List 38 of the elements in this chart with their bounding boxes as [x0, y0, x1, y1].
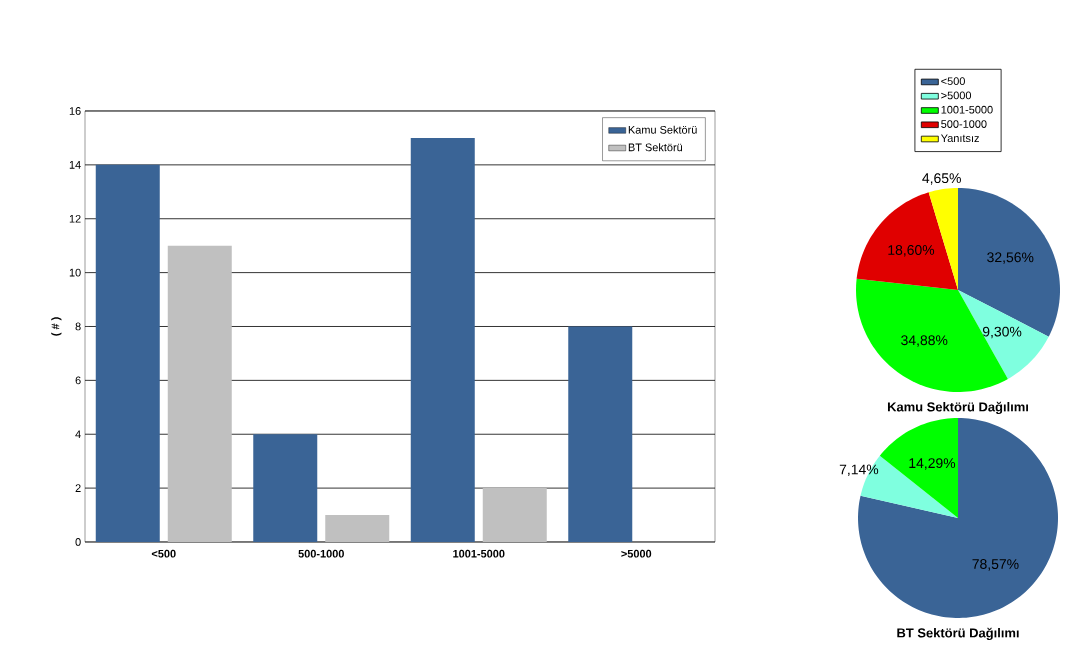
data-label: 18,60% [888, 245, 935, 257]
data-label: 7,14% [839, 464, 879, 476]
text: Kamu Sektörü Dağılımı [887, 401, 1028, 415]
legend-label: BT Sektörü [628, 143, 683, 152]
x-tick-label: 500-1000 [298, 549, 344, 558]
y-axis-title: ( # ) [51, 317, 62, 336]
bar [325, 515, 390, 542]
legend-label: 1001-5000 [941, 105, 993, 114]
y-tick-label: 0 [75, 538, 81, 546]
data-label: 32,56% [987, 252, 1034, 264]
legend-label: Yanıtsız [940, 134, 979, 143]
bar [568, 326, 633, 542]
data-label: 4,65% [922, 173, 961, 185]
legend-label: 500-1000 [941, 120, 987, 128]
x-tick-label: >5000 [621, 549, 652, 558]
legend-label: Kamu Sektörü [628, 125, 697, 134]
y-tick-label: 14 [69, 161, 81, 169]
y-tick-label: 8 [75, 322, 81, 331]
data-label: 34,88% [901, 335, 948, 347]
y-tick-label: 12 [69, 214, 81, 223]
bar [410, 137, 475, 542]
data-label: 78,57% [972, 559, 1019, 571]
y-tick-label: 16 [69, 107, 81, 115]
data-label: 9,30% [982, 326, 1022, 339]
bar [95, 164, 160, 542]
legend-label: >5000 [941, 91, 972, 100]
text: BT Sektörü Dağılımı [897, 627, 1019, 641]
data-label: 14,29% [909, 458, 956, 470]
y-tick-label: 6 [75, 376, 81, 385]
y-tick-label: 4 [75, 430, 81, 439]
bar [253, 434, 318, 542]
x-tick-label: 1001-5000 [453, 549, 505, 558]
legend-label: <500 [941, 77, 965, 86]
y-tick-label: 2 [75, 484, 81, 492]
bar [482, 488, 547, 542]
x-tick-label: <500 [151, 549, 176, 558]
bar [167, 245, 232, 542]
y-tick-label: 10 [69, 268, 81, 277]
